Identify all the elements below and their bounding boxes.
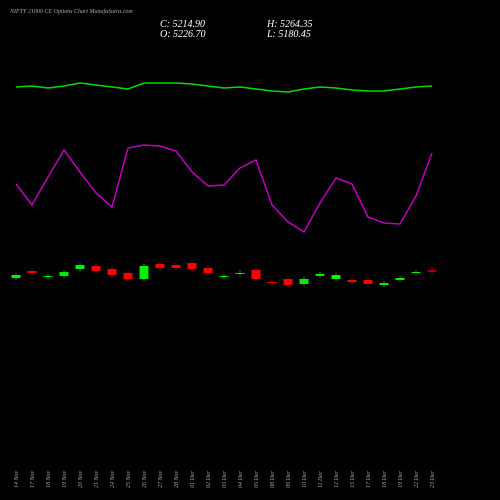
- x-tick-label: 10 Dec: [302, 471, 308, 488]
- candle-body: [427, 270, 437, 272]
- x-tick-label: 21 Nov: [94, 470, 100, 488]
- x-tick-label: 04 Dec: [237, 471, 244, 488]
- x-tick-label: 19 Dec: [398, 471, 404, 488]
- close-label: C: 5214.90: [160, 19, 205, 30]
- candle-body: [331, 275, 341, 279]
- x-tick-label: 15 Dec: [350, 471, 356, 488]
- candle-body: [107, 269, 117, 275]
- candle-body: [171, 265, 181, 268]
- candle-body: [395, 278, 405, 280]
- candle-body: [235, 273, 245, 274]
- x-tick-label: 12 Dec: [334, 471, 340, 488]
- candle-body: [315, 274, 325, 276]
- x-tick-label: 09 Dec: [286, 471, 292, 488]
- candle-body: [155, 264, 165, 268]
- x-tick-label: 24 Nov: [109, 470, 116, 488]
- candle-body: [379, 283, 389, 285]
- candle-body: [43, 276, 53, 277]
- x-tick-label: 22 Dec: [414, 471, 420, 488]
- x-tick-label: 20 Nov: [78, 470, 84, 488]
- candle-body: [11, 275, 21, 278]
- high-label: H: 5264.35: [266, 19, 313, 30]
- candle-body: [347, 280, 357, 282]
- candle-body: [123, 273, 133, 279]
- x-tick-label: 17 Dec: [366, 471, 372, 488]
- candle-body: [59, 272, 69, 276]
- x-tick-label: 14 Nov: [13, 470, 20, 488]
- x-tick-label: 01 Dec: [190, 471, 196, 488]
- candle-body: [187, 263, 197, 269]
- x-tick-label: 23 Dec: [430, 471, 436, 488]
- candle-body: [363, 280, 373, 284]
- x-tick-label: 18 Nov: [46, 470, 52, 488]
- x-tick-label: 17 Nov: [30, 470, 36, 488]
- low-label: L: 5180.45: [266, 29, 311, 40]
- x-tick-label: 02 Dec: [206, 471, 212, 488]
- candle-body: [251, 270, 261, 279]
- indicator-line: [15, 82, 433, 93]
- chart-title: NIFTY 21000 CE Options Chart MunafaSutra…: [9, 8, 133, 15]
- x-tick-label: 18 Dec: [382, 471, 388, 488]
- candle-body: [283, 279, 293, 285]
- candle-body: [299, 279, 309, 284]
- indicator-line: [15, 144, 433, 234]
- candle-body: [411, 272, 421, 273]
- candle-body: [91, 266, 101, 271]
- x-tick-label: 28 Nov: [174, 470, 180, 488]
- open-label: O: 5226.70: [160, 29, 206, 40]
- candle-body: [219, 276, 229, 277]
- candle-body: [203, 268, 213, 273]
- x-tick-label: 08 Dec: [270, 471, 276, 488]
- x-tick-label: 27 Nov: [158, 470, 164, 488]
- x-tick-label: 19 Nov: [62, 470, 68, 488]
- candle-body: [139, 266, 149, 279]
- candle-body: [27, 271, 37, 273]
- x-tick-label: 05 Dec: [254, 471, 260, 488]
- x-tick-label: 26 Nov: [142, 470, 148, 488]
- candle-body: [267, 282, 277, 283]
- x-tick-label: 03 Dec: [222, 471, 228, 488]
- candle-body: [75, 265, 85, 269]
- x-tick-label: 25 Nov: [126, 470, 132, 488]
- x-tick-label: 11 Dec: [318, 471, 324, 488]
